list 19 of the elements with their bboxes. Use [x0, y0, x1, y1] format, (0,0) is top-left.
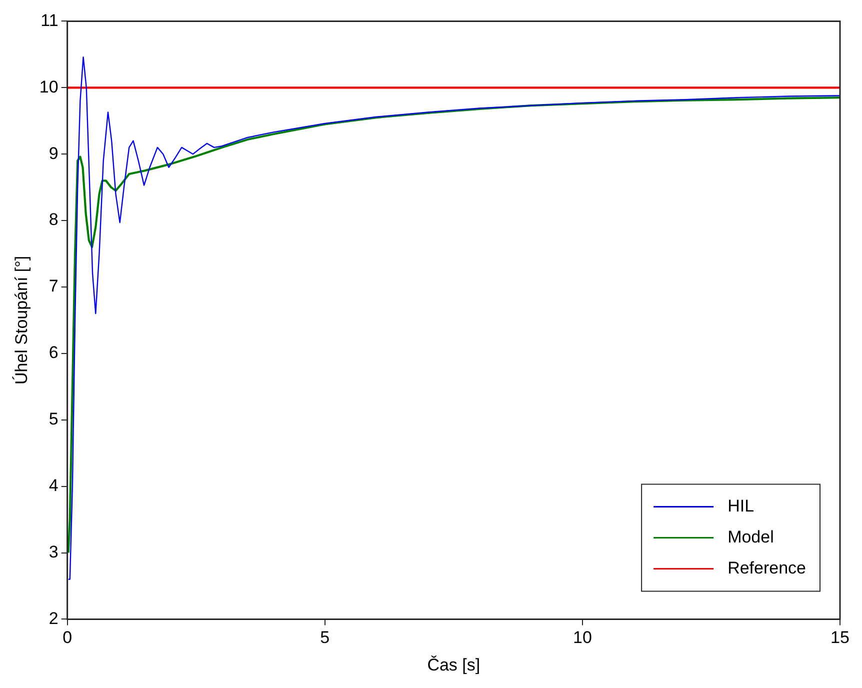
y-tick-label: 4	[48, 476, 58, 495]
y-tick-label: 9	[48, 144, 58, 163]
y-tick-label: 2	[48, 608, 58, 628]
y-tick-label: 10	[39, 77, 58, 96]
legend-label: Model	[728, 527, 774, 546]
y-axis-title: Úhel Stoupání [°]	[12, 256, 31, 385]
y-tick-label: 8	[48, 210, 58, 230]
y-tick-label: 3	[48, 542, 58, 562]
legend-label: HIL	[728, 496, 754, 516]
x-tick-label: 15	[830, 628, 850, 648]
y-tick-label: 5	[48, 410, 58, 429]
legend-label: Reference	[728, 558, 806, 578]
x-tick-label: 5	[320, 628, 330, 648]
y-tick-label: 7	[48, 276, 58, 296]
y-tick-label: 11	[40, 10, 58, 30]
x-axis-title: Čas [s]	[427, 655, 480, 674]
x-tick-label: 0	[62, 628, 72, 648]
x-tick-label: 10	[572, 628, 592, 648]
y-tick-label: 6	[48, 343, 58, 362]
